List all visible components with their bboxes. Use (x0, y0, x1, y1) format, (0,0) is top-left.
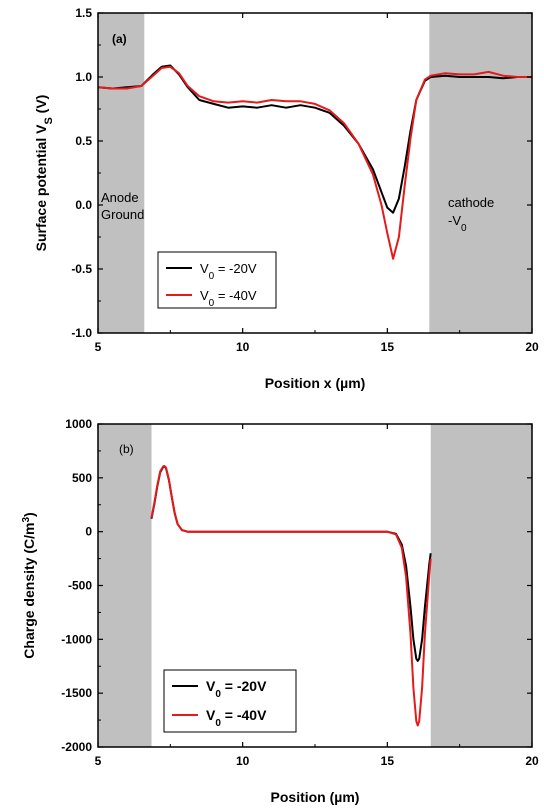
panel-a-electrode-region-1 (429, 13, 532, 333)
panel-b-series-line-0 (150, 465, 432, 662)
panel-b-legend-label-0: V0 = -20V (206, 678, 267, 700)
panel-b-xtick-label-1: 10 (236, 754, 250, 768)
panel-b-legend-label-1-name-suffix: = -40V (221, 707, 267, 723)
panel-b-legend-label-1-name-sub: 0 (215, 718, 221, 729)
panel-b-x-axis-title: Position (µm) (271, 789, 360, 805)
panel-b-ytick-label-1: -1500 (61, 686, 92, 700)
panel-b-series-line-1 (150, 465, 432, 727)
panel-b-panel-label: (b) (119, 442, 134, 456)
panel-a-legend-label-0-name-prefix: V (200, 261, 209, 276)
anode-label-line2: Ground (101, 207, 144, 222)
panel-a-series-line-1 (97, 65, 532, 260)
panel-b-xtick-label-0: 5 (95, 754, 102, 768)
panel-a-legend-box (157, 251, 277, 309)
panel-a-legend-label-0: V0 = -20V (200, 261, 257, 282)
panel-a-ytick-label-0: -1.0 (71, 326, 92, 340)
panel-b-y-axis-title: Charge density (C/m3) (21, 512, 38, 658)
panel-b-y-axis-title-unit: ) (21, 512, 37, 517)
panel-a-ytick-label-2: 0.0 (75, 198, 92, 212)
panel-a-panel-label: (a) (112, 32, 127, 46)
panel-b-xtick-label-3: 20 (525, 754, 539, 768)
panel-a-x-axis-title: Position x (µm) (265, 375, 366, 391)
panel-b-y-axis-title-sup: 3 (21, 517, 32, 523)
panel-a-legend-label-1-name-prefix: V (200, 288, 209, 303)
panel-b-legend-label-1: V0 = -40V (206, 707, 267, 729)
panel-a-legend-label-1: V0 = -40V (200, 288, 257, 309)
panel-a-electrode-region-0 (98, 13, 145, 333)
panel-b-ytick-label-3: -500 (68, 579, 92, 593)
panel-a-xtick-label-2: 15 (381, 340, 395, 354)
panel-a-ytick-label-5: 1.5 (75, 6, 92, 20)
panel-b-ytick-label-0: -2000 (61, 740, 92, 754)
panel-b-legend-label-1-name-prefix: V (206, 707, 216, 723)
panel-b-legend-label-0-name-prefix: V (206, 678, 216, 694)
panel-b-electrode-region-1 (430, 424, 532, 747)
panel-a-y-axis-title-main: Surface potential V (33, 124, 49, 251)
panel-b-xtick-label-2: 15 (381, 754, 395, 768)
panel-a-legend-label-1-name-sub: 0 (209, 298, 215, 309)
cathode-label-line2: -V0 (448, 213, 467, 234)
panel-a-ytick-label-4: 1.0 (75, 70, 92, 84)
panel-a-y-axis-title-unit: (V) (33, 95, 49, 118)
panel-a-xtick-label-0: 5 (95, 340, 102, 354)
cathode-label-prefix: -V (448, 213, 461, 228)
panel-b-legend-label-0-name-suffix: = -20V (221, 678, 267, 694)
panel-b-y-axis-title-main: Charge density (C/m (21, 523, 37, 659)
panel-a-y-axis-title: Surface potential VS (V) (33, 95, 55, 252)
panel-a-ytick-label-3: 0.5 (75, 134, 92, 148)
cathode-label-sub: 0 (461, 223, 467, 234)
panel-a-xtick-label-1: 10 (236, 340, 250, 354)
panel-a-legend-label-0-name-suffix: = -20V (214, 261, 257, 276)
panel-b-ytick-label-6: 1000 (65, 417, 92, 431)
panel-a: 5 10 15 20 -1.0 -0.5 0.0 0.5 1.0 1.5 Position x (µ… (33, 6, 539, 391)
panel-b-legend-box (163, 669, 297, 733)
panel-b-electrode-region-0 (98, 424, 152, 747)
anode-label-line1: Anode (101, 190, 139, 205)
panel-a-xtick-label-3: 20 (525, 340, 539, 354)
panel-a-legend-label-1-name-suffix: = -40V (214, 288, 257, 303)
panel-b-ytick-label-2: -1000 (61, 632, 92, 646)
panel-a-ytick-label-1: -0.5 (71, 262, 92, 276)
panel-a-y-axis-title-sub: S (43, 117, 55, 124)
panel-b: 5 10 15 20 -2000 -1500 -1000 -500 0 500 1000 Positi… (21, 417, 539, 805)
panel-b-ytick-label-5: 500 (72, 471, 92, 485)
panel-b-legend-label-0-name-sub: 0 (215, 689, 221, 700)
panel-a-legend-label-0-name-sub: 0 (209, 271, 215, 282)
cathode-label-line1: cathode (448, 195, 494, 210)
panel-b-ytick-label-4: 0 (85, 525, 92, 539)
